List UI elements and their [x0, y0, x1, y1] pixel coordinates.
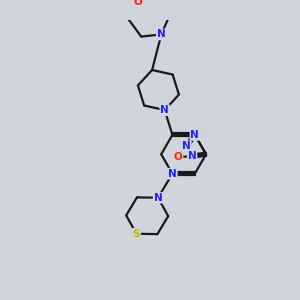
Text: S: S: [133, 229, 140, 239]
Text: N: N: [182, 141, 191, 151]
Text: N: N: [168, 169, 177, 179]
Text: N: N: [160, 105, 169, 115]
Text: N: N: [154, 193, 162, 203]
Text: N: N: [188, 151, 197, 161]
Text: O: O: [174, 152, 182, 163]
Text: N: N: [190, 130, 199, 140]
Text: O: O: [133, 0, 142, 7]
Text: N: N: [157, 29, 166, 39]
